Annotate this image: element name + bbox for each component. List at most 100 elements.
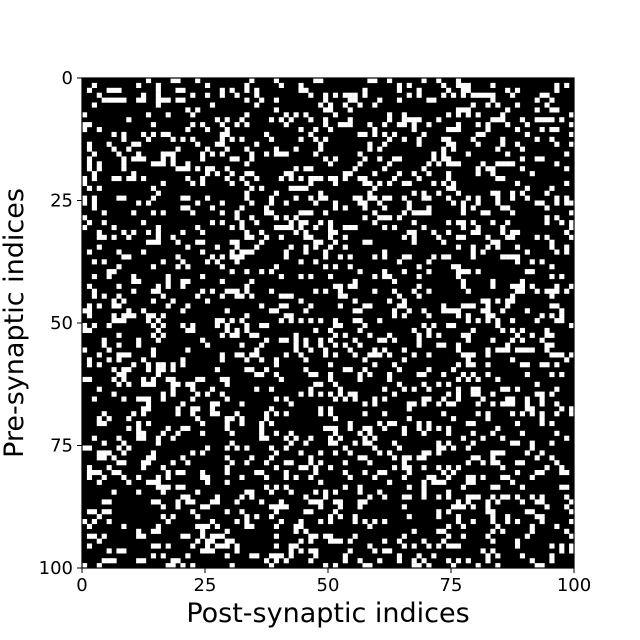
heatmap-cell	[416, 274, 422, 280]
heatmap-cell	[362, 205, 368, 211]
heatmap-cell	[539, 313, 545, 319]
heatmap-cell	[126, 367, 132, 373]
heatmap-cell	[190, 136, 196, 142]
heatmap-cell	[342, 460, 348, 466]
heatmap-cell	[126, 479, 132, 485]
heatmap-cell	[278, 376, 284, 382]
heatmap-cell	[328, 107, 334, 113]
heatmap-cell	[249, 234, 255, 240]
heatmap-cell	[539, 391, 545, 397]
heatmap-cell	[382, 166, 388, 172]
heatmap-cell	[205, 504, 211, 510]
heatmap-cell	[377, 421, 383, 427]
heatmap-cell	[224, 416, 230, 422]
heatmap-cell	[460, 504, 466, 510]
heatmap-cell	[382, 131, 388, 137]
heatmap-cell	[234, 156, 240, 162]
heatmap-cell	[441, 342, 447, 348]
heatmap-cell	[160, 313, 166, 319]
heatmap-cell	[96, 386, 102, 392]
heatmap-cell	[190, 122, 196, 128]
heatmap-cell	[244, 87, 250, 93]
heatmap-cell	[441, 470, 447, 476]
heatmap-cell	[510, 337, 516, 343]
heatmap-cell	[86, 470, 93, 476]
heatmap-cell	[318, 146, 324, 152]
heatmap-cell	[303, 367, 309, 373]
heatmap-cell	[554, 430, 560, 436]
heatmap-cell	[485, 313, 491, 319]
heatmap-cell	[426, 210, 432, 216]
heatmap-cell	[313, 381, 319, 387]
heatmap-cell	[91, 195, 97, 201]
heatmap-cell	[387, 479, 393, 485]
heatmap-cell	[460, 372, 466, 378]
heatmap-cell	[465, 288, 471, 294]
heatmap-cell	[460, 107, 466, 113]
heatmap-cell	[451, 563, 457, 569]
heatmap-cell	[91, 151, 97, 157]
heatmap-cell	[264, 234, 270, 240]
heatmap-cell	[372, 195, 378, 201]
heatmap-cell	[121, 229, 127, 235]
heatmap-cell	[298, 450, 304, 456]
heatmap-cell	[298, 136, 304, 142]
heatmap-cell	[298, 548, 304, 554]
heatmap-cell	[524, 185, 530, 191]
heatmap-cell	[446, 494, 452, 500]
heatmap-cell	[495, 195, 501, 201]
heatmap-cell	[446, 465, 452, 471]
heatmap-cell	[91, 533, 97, 539]
heatmap-cell	[411, 210, 417, 216]
heatmap-cell	[141, 131, 147, 137]
heatmap-cell	[259, 97, 265, 103]
heatmap-cell	[391, 421, 398, 427]
heatmap-cell	[367, 141, 373, 147]
heatmap-cell	[308, 558, 314, 564]
heatmap-cell	[332, 156, 339, 162]
heatmap-cell	[141, 220, 147, 226]
heatmap-cell	[362, 131, 368, 137]
heatmap-cell	[205, 82, 211, 88]
heatmap-cell	[234, 411, 240, 417]
heatmap-cell	[505, 519, 511, 525]
heatmap-cell	[455, 107, 462, 113]
heatmap-cell	[382, 195, 388, 201]
heatmap-cell	[475, 376, 481, 382]
heatmap-cell	[219, 533, 225, 539]
heatmap-cell	[529, 445, 535, 451]
heatmap-cell	[519, 347, 525, 353]
heatmap-cell	[91, 171, 97, 177]
heatmap-cell	[205, 127, 211, 133]
heatmap-cell	[121, 376, 127, 382]
heatmap-cell	[431, 180, 437, 186]
heatmap-cell	[86, 220, 93, 226]
heatmap-cell	[396, 156, 402, 162]
heatmap-cell	[332, 489, 339, 495]
heatmap-cell	[150, 528, 156, 534]
heatmap-cell	[323, 264, 329, 270]
heatmap-cell	[150, 210, 156, 216]
heatmap-cell	[441, 180, 447, 186]
heatmap-cell	[298, 210, 304, 216]
heatmap-cell	[401, 136, 407, 142]
heatmap-cell	[293, 543, 299, 549]
heatmap-cell	[460, 82, 466, 88]
heatmap-cell	[91, 102, 97, 108]
heatmap-cell	[86, 445, 93, 451]
heatmap-cell	[141, 92, 147, 98]
heatmap-cell	[195, 166, 201, 172]
heatmap-cell	[391, 391, 398, 397]
heatmap-cell	[150, 185, 156, 191]
heatmap-cell	[446, 176, 452, 182]
heatmap-cell	[254, 352, 260, 358]
heatmap-cell	[283, 122, 289, 128]
heatmap-cell	[332, 283, 339, 289]
heatmap-cell	[505, 151, 511, 157]
heatmap-cell	[455, 112, 462, 118]
heatmap-cell	[539, 127, 545, 133]
heatmap-cell	[569, 543, 575, 549]
heatmap-cell	[519, 288, 525, 294]
heatmap-cell	[254, 244, 260, 250]
heatmap-cell	[293, 185, 299, 191]
